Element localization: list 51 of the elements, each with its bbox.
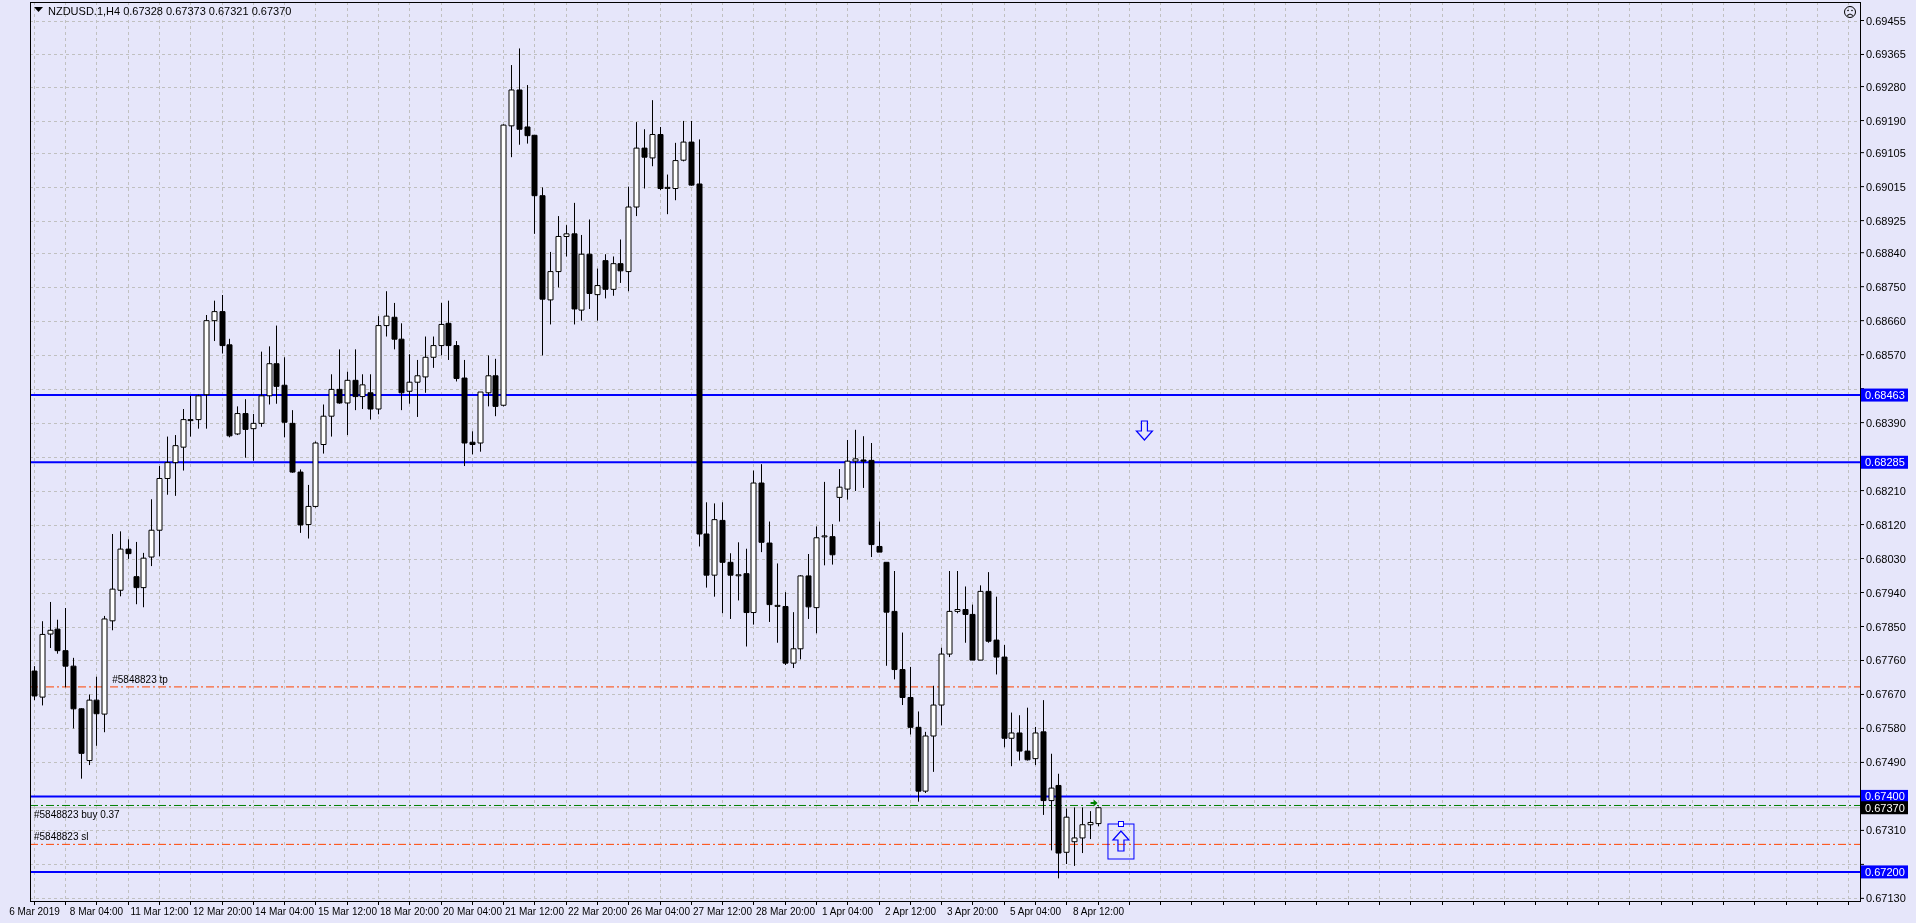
chart-title: NZDUSD.1,H4 0.67328 0.67373 0.67321 0.67370	[48, 5, 292, 17]
x-tick-label: 14 Mar 04:00	[255, 906, 315, 917]
x-tick-label: 6 Mar 2019	[9, 906, 61, 917]
ref-line-label: #5848823 tp	[112, 673, 169, 685]
x-tick-label: 5 Apr 04:00	[1009, 906, 1062, 917]
x-tick-label: 2 Apr 12:00	[884, 906, 937, 917]
x-tick-label: 22 Mar 20:00	[568, 906, 628, 917]
y-tick-label: 0.69365	[1866, 48, 1906, 61]
y-tick-label: 0.68120	[1866, 518, 1906, 531]
y-tick-label: 0.67580	[1866, 722, 1906, 735]
y-tick-label: 0.69455	[1866, 14, 1906, 27]
x-tick-label: 3 Apr 20:00	[946, 906, 999, 917]
ref-line-label: 0.67400	[1865, 790, 1905, 803]
ref-line-label: #5848823 sl	[34, 831, 89, 843]
y-tick-label: 0.69015	[1866, 180, 1906, 193]
x-tick-label: 18 Mar 20:00	[380, 906, 440, 917]
x-tick-label: 8 Apr 12:00	[1072, 906, 1125, 917]
candlestick	[876, 521, 883, 553]
y-tick-label: 0.68390	[1866, 416, 1906, 429]
y-tick-label: 0.68925	[1866, 214, 1906, 227]
ref-line-label: 0.68463	[1865, 389, 1905, 402]
y-tick-label: 0.67760	[1866, 654, 1906, 667]
y-tick-label: 0.67850	[1866, 620, 1906, 633]
x-tick-label: 8 Mar 04:00	[69, 906, 124, 917]
y-tick-label: 0.67130	[1866, 892, 1906, 905]
y-tick-label: 0.67490	[1866, 756, 1906, 769]
y-tick-label: 0.68750	[1866, 280, 1906, 293]
y-tick-label: 0.68660	[1866, 314, 1906, 327]
ref-line-label: 0.67200	[1865, 865, 1905, 878]
y-tick-label: 0.68210	[1866, 484, 1906, 497]
x-tick-label: 15 Mar 12:00	[318, 906, 378, 917]
x-tick-label: 12 Mar 20:00	[193, 906, 253, 917]
y-tick-label: 0.68570	[1866, 348, 1906, 361]
y-tick-label: 0.68030	[1866, 552, 1906, 565]
x-tick-label: 11 Mar 12:00	[130, 906, 190, 917]
y-tick-label: 0.69105	[1866, 146, 1906, 159]
x-tick-label: 21 Mar 12:00	[505, 906, 565, 917]
y-tick-label: 0.69280	[1866, 80, 1906, 93]
x-tick-label: 26 Mar 04:00	[631, 906, 691, 917]
y-tick-label: 0.67310	[1866, 824, 1906, 837]
y-tick-label: 0.67670	[1866, 688, 1906, 701]
y-tick-label: 0.68840	[1866, 246, 1906, 259]
x-tick-label: 20 Mar 04:00	[443, 906, 503, 917]
x-tick-label: 28 Mar 20:00	[756, 906, 816, 917]
y-tick-label: 0.67940	[1866, 586, 1906, 599]
x-tick-label: 27 Mar 12:00	[693, 906, 753, 917]
ref-line-label: 0.67370	[1865, 801, 1905, 814]
x-tick-label: 1 Apr 04:00	[821, 906, 874, 917]
ref-line-label: 0.68285	[1865, 456, 1905, 469]
ref-line-label: #5848823 buy 0.37	[34, 809, 121, 821]
y-tick-label: 0.69190	[1866, 114, 1906, 127]
